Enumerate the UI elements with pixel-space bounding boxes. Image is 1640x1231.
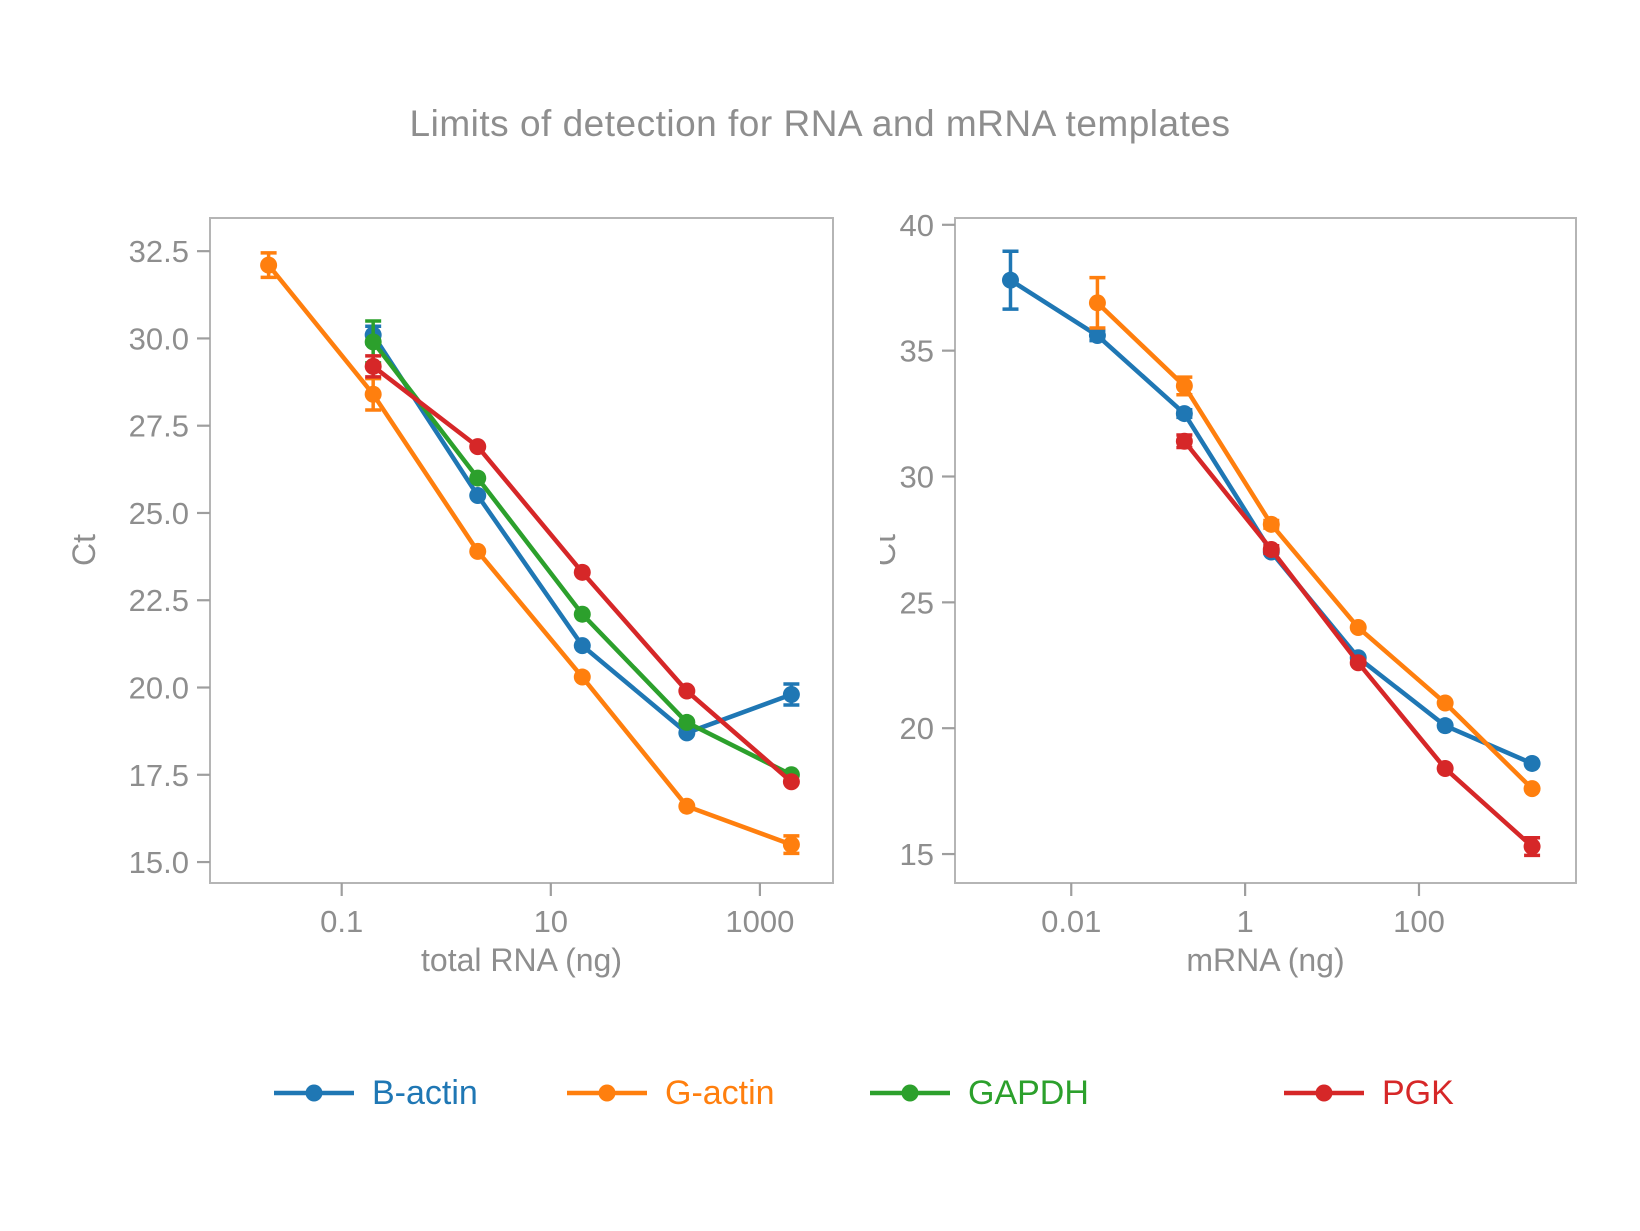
data-point-marker <box>1349 654 1367 672</box>
y-tick-label: 15.0 <box>129 845 189 880</box>
data-point-marker <box>1523 838 1541 856</box>
data-point-marker <box>782 685 800 703</box>
data-point-marker <box>1436 694 1454 712</box>
data-point-marker <box>678 797 696 815</box>
data-point-marker <box>573 563 591 581</box>
y-axis-label: Ct <box>66 534 102 566</box>
series-line <box>266 263 793 847</box>
x-tick-label: 10 <box>534 904 568 939</box>
data-point-marker <box>1175 377 1193 395</box>
data-point-marker <box>1436 759 1454 777</box>
data-point-marker <box>1523 780 1541 798</box>
y-tick-label: 40 <box>900 208 934 243</box>
y-tick-label: 25.0 <box>129 496 189 531</box>
data-point-marker <box>1349 619 1367 637</box>
y-tick-label: 20 <box>900 711 934 746</box>
legend-item-b-actin: B-actin <box>272 1072 478 1114</box>
data-point-marker <box>678 682 696 700</box>
data-point-marker <box>1175 432 1193 450</box>
x-tick-label: 1000 <box>725 904 794 939</box>
legend-item-gapdh: GAPDH <box>868 1072 1089 1114</box>
data-point-marker <box>782 773 800 791</box>
y-tick-label: 30 <box>900 459 934 494</box>
data-point-marker <box>469 438 487 456</box>
y-tick-label: 20.0 <box>129 671 189 706</box>
x-tick-label: 0.1 <box>320 904 363 939</box>
legend-item-pgk: PGK <box>1282 1072 1454 1114</box>
y-tick-label: 17.5 <box>129 758 189 793</box>
y-tick-label: 22.5 <box>129 583 189 618</box>
x-tick-label: 1 <box>1236 904 1253 939</box>
line-circle-marker-icon <box>1284 1084 1364 1102</box>
series-PGK <box>364 354 800 791</box>
legend-label: GAPDH <box>968 1074 1089 1112</box>
x-tick-label: 100 <box>1393 904 1445 939</box>
data-point-marker <box>364 385 382 403</box>
line-circle-marker-icon <box>274 1084 354 1102</box>
data-point-marker <box>469 469 487 487</box>
x-tick-label: 0.01 <box>1041 904 1101 939</box>
data-point-marker <box>1262 540 1280 558</box>
data-point-marker <box>469 542 487 560</box>
y-tick-label: 25 <box>900 585 934 620</box>
line-circle-marker-icon <box>567 1084 647 1102</box>
right-chart-mrna: 0.01 1 100 15 20 25 30 35 40 mRNA (ng) Ct <box>880 208 1577 978</box>
data-point-marker <box>573 668 591 686</box>
left-chart-total-rna: 0.1 10 1000 15.0 17.5 20.0 22.5 25.0 27.5 30.0 32.… <box>66 217 834 978</box>
plot-border <box>954 217 1577 884</box>
line-circle-marker-icon <box>870 1084 950 1102</box>
series-line <box>371 340 793 777</box>
series-B-actin <box>1001 249 1541 772</box>
x-axis-label: total RNA (ng) <box>421 942 622 978</box>
y-tick-label: 30.0 <box>129 321 189 356</box>
data-point-marker <box>364 333 382 351</box>
data-point-marker <box>1436 717 1454 735</box>
data-point-marker <box>573 637 591 655</box>
data-point-marker <box>1001 271 1019 289</box>
data-point-marker <box>1088 327 1106 345</box>
series-line <box>1095 301 1534 791</box>
chart-title: Limits of detection for RNA and mRNA tem… <box>409 103 1231 144</box>
data-point-marker <box>364 357 382 375</box>
data-point-marker <box>1088 294 1106 312</box>
legend-label: G-actin <box>665 1074 775 1112</box>
data-point-marker <box>1523 754 1541 772</box>
data-point-marker <box>1262 515 1280 533</box>
legend-label: B-actin <box>372 1074 478 1112</box>
y-tick-label: 27.5 <box>129 409 189 444</box>
y-tick-label: 32.5 <box>129 234 189 269</box>
series-G-actin <box>260 251 800 856</box>
series-G-actin <box>1088 275 1541 798</box>
data-point-marker <box>678 713 696 731</box>
data-point-marker <box>260 256 278 274</box>
data-point-marker <box>1175 405 1193 423</box>
y-tick-label: 35 <box>900 334 934 369</box>
data-point-marker <box>782 836 800 854</box>
legend-label: PGK <box>1382 1074 1454 1112</box>
plot-border <box>209 217 834 884</box>
x-axis-label: mRNA (ng) <box>1186 942 1344 978</box>
data-point-marker <box>469 487 487 505</box>
legend-item-g-actin: G-actin <box>565 1072 775 1114</box>
series-PGK <box>1175 432 1541 858</box>
data-point-marker <box>573 605 591 623</box>
y-axis-label: Ct <box>880 534 902 566</box>
series-line <box>1182 439 1534 849</box>
y-tick-label: 15 <box>900 837 934 872</box>
